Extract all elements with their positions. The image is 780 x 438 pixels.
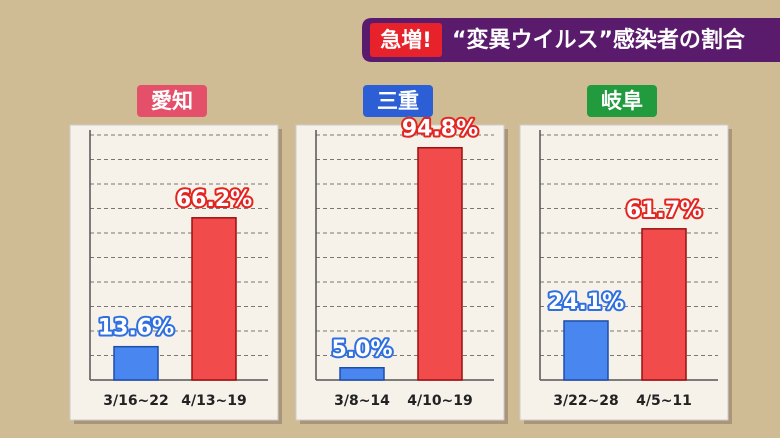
value-label: 13.6% bbox=[98, 316, 174, 341]
x-tick-label: 3/16~22 bbox=[103, 393, 169, 409]
bar bbox=[641, 228, 687, 381]
region-label: 愛知 bbox=[151, 89, 193, 113]
header-band bbox=[362, 18, 780, 62]
region-label: 三重 bbox=[377, 89, 419, 113]
value-label-glow: 94.8% bbox=[402, 117, 478, 142]
x-tick-label: 3/22~28 bbox=[553, 393, 619, 409]
value-label: 61.7% bbox=[626, 198, 702, 223]
panel bbox=[295, 124, 505, 421]
value-label: 24.1% bbox=[548, 290, 624, 315]
region-label-bg bbox=[137, 85, 207, 117]
header-badge: 急増! bbox=[380, 28, 432, 52]
region-label: 岐阜 bbox=[601, 89, 643, 113]
bar bbox=[339, 367, 385, 381]
x-tick-label: 3/8~14 bbox=[334, 393, 390, 409]
panel bbox=[69, 124, 279, 421]
region-label-bg bbox=[363, 85, 433, 117]
x-tick-label: 4/10~19 bbox=[407, 393, 473, 409]
x-tick-label: 4/13~19 bbox=[181, 393, 247, 409]
bar bbox=[563, 320, 609, 381]
panel bbox=[519, 124, 729, 421]
bar bbox=[113, 345, 159, 381]
value-label-glow: 61.7% bbox=[626, 198, 702, 223]
value-label: 66.2% bbox=[176, 187, 252, 212]
bar bbox=[191, 217, 237, 381]
value-label-glow: 66.2% bbox=[176, 187, 252, 212]
header-title: “変異ウイルス”感染者の割合 bbox=[452, 27, 746, 53]
header-badge-bg bbox=[370, 23, 442, 57]
x-tick-label: 4/5~11 bbox=[636, 393, 692, 409]
bar bbox=[417, 146, 463, 381]
region-label-bg bbox=[587, 85, 657, 117]
value-label: 94.8% bbox=[402, 117, 478, 142]
value-label: 5.0% bbox=[331, 337, 392, 362]
